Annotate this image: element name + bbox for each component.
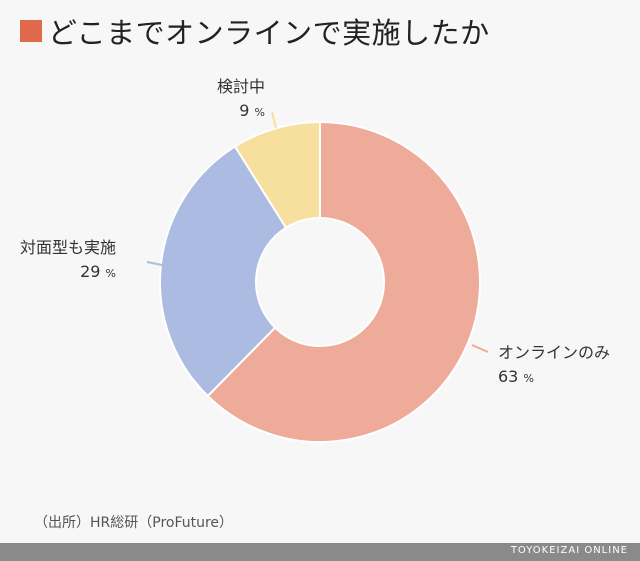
slice-label-0: オンラインのみ: [498, 343, 610, 362]
source-note: （出所）HR総研（ProFuture）: [34, 515, 234, 531]
leader-line-2: [271, 111, 277, 129]
chart-title: どこまでオンラインで実施したか: [20, 10, 490, 52]
slice-label-2: 検討中: [217, 77, 265, 96]
title-text: どこまでオンラインで実施したか: [48, 16, 490, 50]
footer-bar: TOYOKEIZAI ONLINE: [0, 543, 640, 561]
leader-line-1: [146, 261, 163, 266]
footer-brand: TOYOKEIZAI ONLINE: [510, 545, 628, 556]
leader-line-0: [471, 344, 489, 353]
slice-value-2: 9 %: [239, 101, 265, 120]
slice-value-1: 29 %: [80, 262, 116, 281]
slice-2: [233, 120, 321, 230]
slice-1: [159, 145, 288, 398]
slice-0: [206, 120, 481, 443]
slice-label-1: 対面型も実施: [20, 238, 116, 257]
title-square-icon: [20, 20, 42, 42]
slice-value-0: 63 %: [498, 367, 534, 386]
